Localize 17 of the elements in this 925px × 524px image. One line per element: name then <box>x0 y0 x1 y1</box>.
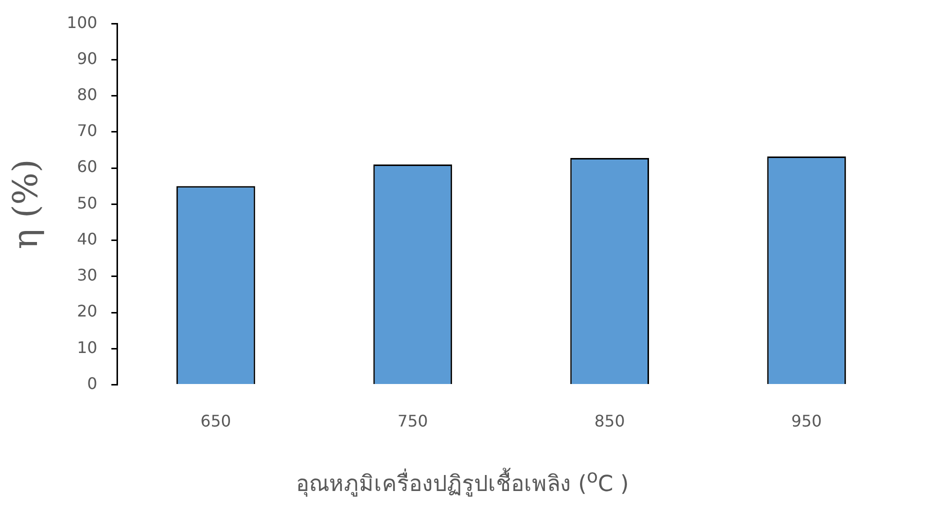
x-tick-label: 950 <box>791 412 822 431</box>
y-tick-label: 10 <box>76 338 98 357</box>
y-tick-label: 70 <box>76 121 98 140</box>
x-axis-title: อุณหภูมิเครื่องปฏิรูปเชื้อเพลิง ($^{o}$C ) <box>295 466 630 499</box>
y-tick-label: 80 <box>76 84 98 104</box>
y-axis-title: η (%) <box>6 159 46 250</box>
y-tick-label: 20 <box>76 302 98 321</box>
x-tick-label: 750 <box>397 412 428 431</box>
y-tick-label: 90 <box>76 48 98 68</box>
y-tick-label: 30 <box>76 266 98 285</box>
x-tick-label: 650 <box>200 412 232 431</box>
y-tick-label: 50 <box>76 193 98 212</box>
y-tick-label: 60 <box>76 157 98 176</box>
y-tick-label: 40 <box>76 229 98 248</box>
x-tick-label: 850 <box>594 412 625 431</box>
y-tick-label: 100 <box>66 12 98 32</box>
y-tick-label: 0 <box>87 374 98 393</box>
